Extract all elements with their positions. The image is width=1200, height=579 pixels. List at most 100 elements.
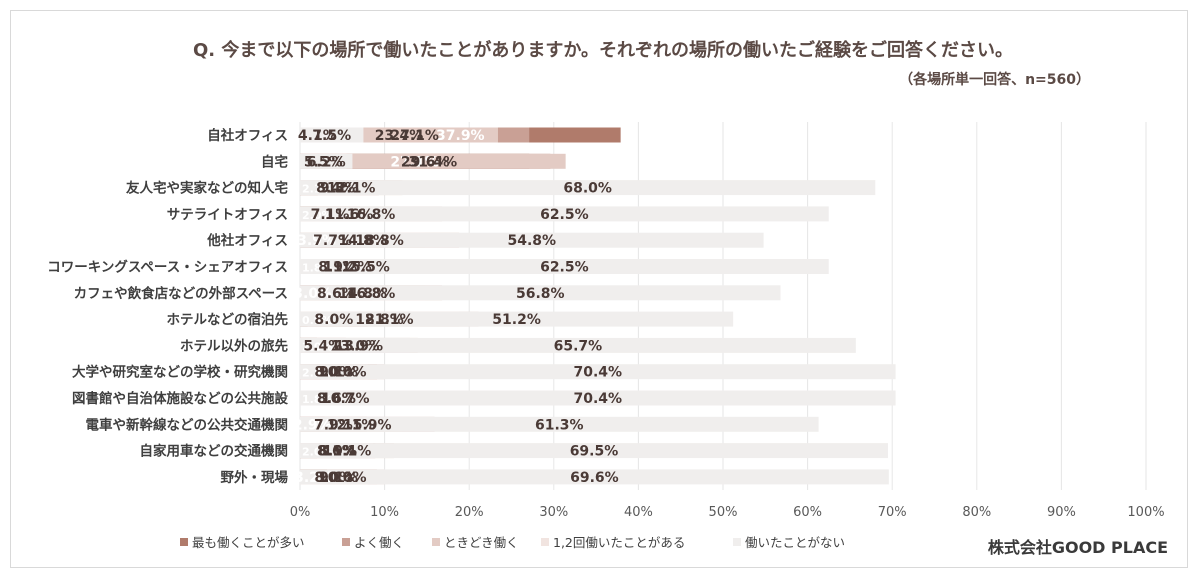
bar-segment [300,127,364,143]
bar-segment [300,364,896,380]
category-label: ホテルなどの宿泊先 [167,311,289,328]
data-label: 15.9% [343,417,392,433]
data-label: 11.6% [325,207,374,223]
data-label: 9.1% [319,365,358,381]
category-label: 友人宅や実家などの知人宅 [126,180,288,197]
bar-segment [300,390,896,406]
legend-swatch [733,538,741,546]
data-label: 8.6% [317,444,356,460]
data-label: 8.6% [317,286,356,302]
category-labels: 自社オフィス自宅友人宅や実家などの知人宅サテライトオフィス他社オフィスコワーキン… [47,127,288,486]
bar-segment [300,232,764,248]
category-label: 自宅 [261,153,288,170]
data-label: 6.2% [307,154,346,170]
data-label: 8.0% [314,365,353,381]
data-label: 13.9% [335,338,384,354]
data-label: 13.0% [331,338,380,354]
data-label: 12.1% [327,417,376,433]
data-label: 14.8% [338,286,387,302]
category-label: 大学や研究室などの学校・研究機関 [72,364,288,381]
data-label: 37.9% [436,128,485,144]
bar-segment [300,311,734,327]
data-label: 11.1% [323,444,372,460]
data-label: 8.0% [314,312,353,328]
data-label: 62.5% [540,207,589,223]
data-label: 10.0% [318,365,367,381]
data-label: 68.0% [563,181,612,197]
data-label: 12.1% [327,181,376,197]
bars [300,127,896,485]
data-label: 62.5% [540,260,589,276]
bar-segment [300,443,888,459]
data-label: 8.0% [314,470,353,486]
category-label: コワーキングスペース・シェアオフィス [47,259,288,276]
data-label: 65.7% [554,338,603,354]
chart-subtitle: （各場所単一回答、n=560） [899,71,1090,88]
data-label: 69.5% [570,444,619,460]
category-label: 自社オフィス [207,127,288,144]
credit-text: 株式会社GOOD PLACE [988,538,1168,557]
category-label: ホテル以外の旅先 [180,337,288,354]
data-label: 7.1% [311,207,350,223]
data-label: 10.7% [321,391,370,407]
data-label: 27.1% [390,128,439,144]
x-tick-label: 100% [1127,505,1164,520]
legend-label: ときどき働く [444,535,519,550]
bar-segment [300,285,781,301]
x-tick-label: 30% [539,505,568,520]
category-label: サテライトオフィス [167,207,288,223]
data-label: 16.8% [347,207,396,223]
bar-segment [300,153,353,169]
data-label: 51.2% [492,312,541,328]
data-label: 31.4% [409,154,458,170]
data-label: 2.9% [293,417,332,433]
bar-segment [300,206,829,222]
legend-swatch [432,538,440,546]
x-tick-label: 60% [793,505,822,520]
data-label: 23.4% [375,128,424,144]
category-label: 図書館や自治体施設などの公共施設 [72,390,288,407]
data-label: 7.5% [312,128,351,144]
data-label: 56.8% [516,286,565,302]
data-label: 2.0% [302,340,333,353]
data-label: 2.0% [302,446,333,459]
data-label: 9.1% [319,470,358,486]
x-axis-ticks: 0% 10% 20% 30% 40% 50% 60% 70% 80% 90% 100% [290,505,1165,520]
category-label: カフェや飲食店などの外部スペース [74,285,288,302]
legend: 最も働くことが多い よく働く ときどき働く 1,2回働いたことがある 働いたことがない [180,535,845,550]
chart-frame [10,10,1188,568]
data-labels: 37.9%27.1%23.4%4.1%7.5%27.1%29.6%31.4%5.… [293,128,622,486]
bar-segment [300,337,856,353]
data-label: 0.9% [302,314,333,327]
data-label: 5.4% [303,338,342,354]
data-label: 69.6% [570,470,619,486]
data-label: 14.8% [338,233,387,249]
category-label: 自家用車などの交通機関 [140,443,289,460]
legend-label: 1,2回働いたことがある [553,535,685,550]
x-tick-label: 80% [962,505,991,520]
category-label: 野外・現場 [221,469,289,486]
data-label: 27.1% [390,154,439,170]
x-tick-label: 40% [624,505,653,520]
x-tick-label: 50% [709,505,738,520]
gridlines [299,122,1147,490]
data-label: 70.4% [574,391,623,407]
legend-swatch [180,538,188,546]
data-label: 9.3% [320,181,359,197]
data-label: 2.5% [302,367,333,380]
chart-title: Q. 今まで以下の場所で働いたことがありますか。それぞれの場所の働いたご経験をご… [193,39,1013,61]
x-tick-label: 20% [455,505,484,520]
x-tick-label: 10% [370,505,399,520]
category-label: 電車や新幹線などの公共交通機関 [86,416,289,433]
data-label: 3.2% [294,470,333,486]
data-label: 29.6% [401,154,450,170]
data-label: 8.9% [318,444,357,460]
legend-swatch [342,538,350,546]
bar-segment [300,180,876,196]
data-label: 7.7% [313,233,352,249]
data-label: 15.5% [341,260,390,276]
data-label: 2.0% [302,209,333,222]
bar-segment [300,259,829,274]
category-label: 他社オフィス [206,232,288,249]
